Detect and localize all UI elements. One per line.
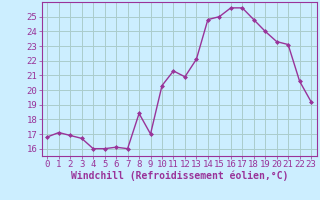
X-axis label: Windchill (Refroidissement éolien,°C): Windchill (Refroidissement éolien,°C): [70, 171, 288, 181]
